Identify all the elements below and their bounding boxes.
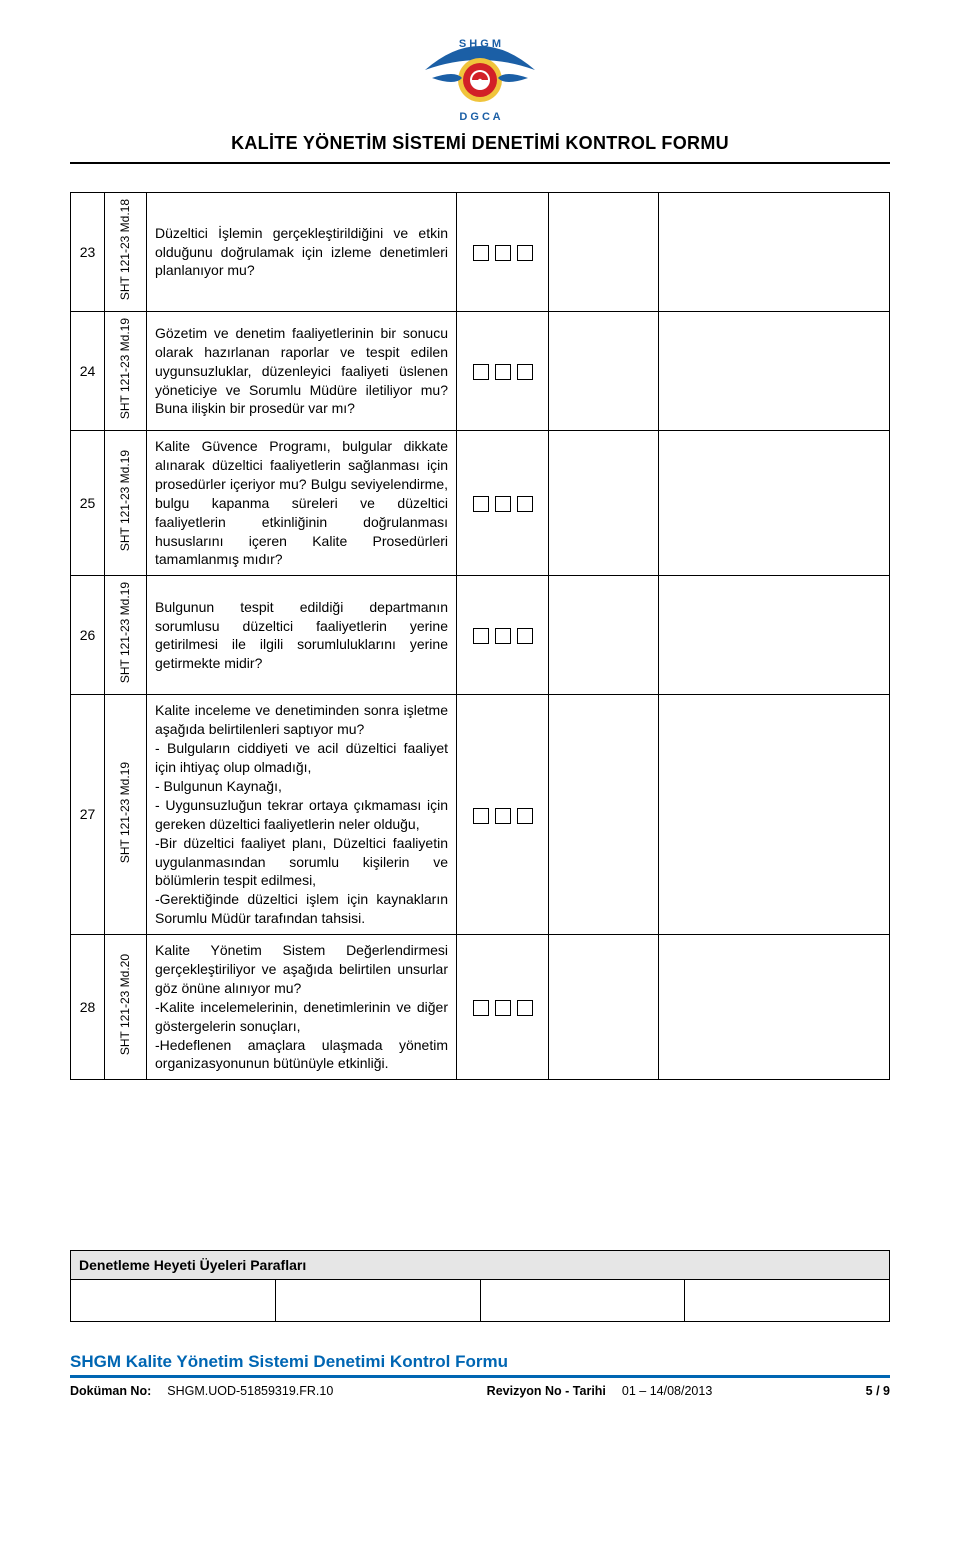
rev-label: Revizyon No - Tarihi — [487, 1384, 606, 1398]
row-reference: SHT 121-23 Md.19 — [105, 695, 147, 935]
row-reference: SHT 121-23 Md.18 — [105, 193, 147, 312]
table-row: 23SHT 121-23 Md.18Düzeltici İşlemin gerç… — [71, 193, 890, 312]
signature-boxes — [70, 1280, 890, 1322]
table-row: 28SHT 121-23 Md.20Kalite Yönetim Sistem … — [71, 935, 890, 1080]
rev-value: 01 – 14/08/2013 — [622, 1384, 712, 1398]
row-number: 25 — [71, 431, 105, 576]
row-blank — [549, 576, 659, 695]
audit-table: 23SHT 121-23 Md.18Düzeltici İşlemin gerç… — [70, 192, 890, 1080]
signature-box — [276, 1280, 481, 1322]
row-checkboxes — [457, 431, 549, 576]
header-logo: S H G M D G C A — [70, 30, 890, 125]
checkbox[interactable] — [495, 496, 511, 512]
shgm-logo-icon: S H G M D G C A — [420, 30, 540, 125]
row-blank — [659, 312, 890, 431]
row-blank — [549, 193, 659, 312]
signature-box — [685, 1280, 890, 1322]
row-number: 24 — [71, 312, 105, 431]
page-number: 5 / 9 — [866, 1384, 890, 1398]
row-number: 28 — [71, 935, 105, 1080]
checkbox[interactable] — [473, 364, 489, 380]
table-row: 26SHT 121-23 Md.19Bulgunun tespit edildi… — [71, 576, 890, 695]
checkbox[interactable] — [495, 364, 511, 380]
row-blank — [659, 193, 890, 312]
row-checkboxes — [457, 312, 549, 431]
checkbox[interactable] — [517, 628, 533, 644]
row-blank — [549, 695, 659, 935]
footer-meta: Doküman No: SHGM.UOD-51859319.FR.10 Revi… — [70, 1378, 890, 1398]
row-checkboxes — [457, 193, 549, 312]
table-row: 25SHT 121-23 Md.19Kalite Güvence Program… — [71, 431, 890, 576]
row-blank — [549, 431, 659, 576]
checkbox[interactable] — [473, 496, 489, 512]
svg-text:S H G M: S H G M — [459, 38, 501, 50]
doc-no-value: SHGM.UOD-51859319.FR.10 — [167, 1384, 333, 1398]
signature-box — [481, 1280, 686, 1322]
row-number: 23 — [71, 193, 105, 312]
signature-box — [70, 1280, 276, 1322]
table-row: 27SHT 121-23 Md.19Kalite inceleme ve den… — [71, 695, 890, 935]
row-description: Düzeltici İşlemin gerçekleştirildiğini v… — [147, 193, 457, 312]
checkbox[interactable] — [517, 364, 533, 380]
signature-label: Denetleme Heyeti Üyeleri Parafları — [70, 1250, 890, 1280]
checkbox[interactable] — [517, 245, 533, 261]
row-number: 26 — [71, 576, 105, 695]
svg-text:D G C A: D G C A — [459, 111, 500, 123]
page-title: KALİTE YÖNETİM SİSTEMİ DENETİMİ KONTROL … — [70, 133, 890, 154]
row-blank — [659, 576, 890, 695]
title-underline — [70, 162, 890, 164]
row-description: Bulgunun tespit edildiği departmanın sor… — [147, 576, 457, 695]
table-row: 24SHT 121-23 Md.19Gözetim ve denetim faa… — [71, 312, 890, 431]
checkbox[interactable] — [517, 496, 533, 512]
checkbox[interactable] — [473, 245, 489, 261]
row-reference: SHT 121-23 Md.20 — [105, 935, 147, 1080]
checkbox[interactable] — [473, 808, 489, 824]
signature-block: Denetleme Heyeti Üyeleri Parafları — [70, 1250, 890, 1322]
doc-no-label: Doküman No: — [70, 1384, 151, 1398]
row-checkboxes — [457, 695, 549, 935]
checkbox[interactable] — [473, 628, 489, 644]
checkbox[interactable] — [495, 808, 511, 824]
row-blank — [659, 695, 890, 935]
row-description: Kalite inceleme ve denetiminden sonra iş… — [147, 695, 457, 935]
checkbox[interactable] — [517, 808, 533, 824]
checkbox[interactable] — [495, 628, 511, 644]
row-reference: SHT 121-23 Md.19 — [105, 312, 147, 431]
row-reference: SHT 121-23 Md.19 — [105, 431, 147, 576]
checkbox[interactable] — [495, 1000, 511, 1016]
row-blank — [659, 935, 890, 1080]
row-blank — [549, 312, 659, 431]
row-blank — [659, 431, 890, 576]
checkbox[interactable] — [473, 1000, 489, 1016]
row-checkboxes — [457, 935, 549, 1080]
row-description: Kalite Yönetim Sistem Değerlendirmesi ge… — [147, 935, 457, 1080]
row-blank — [549, 935, 659, 1080]
row-number: 27 — [71, 695, 105, 935]
footer-title: SHGM Kalite Yönetim Sistemi Denetimi Kon… — [70, 1352, 890, 1378]
row-checkboxes — [457, 576, 549, 695]
row-reference: SHT 121-23 Md.19 — [105, 576, 147, 695]
row-description: Gözetim ve denetim faaliyetlerinin bir s… — [147, 312, 457, 431]
checkbox[interactable] — [517, 1000, 533, 1016]
checkbox[interactable] — [495, 245, 511, 261]
row-description: Kalite Güvence Programı, bulgular dikkat… — [147, 431, 457, 576]
